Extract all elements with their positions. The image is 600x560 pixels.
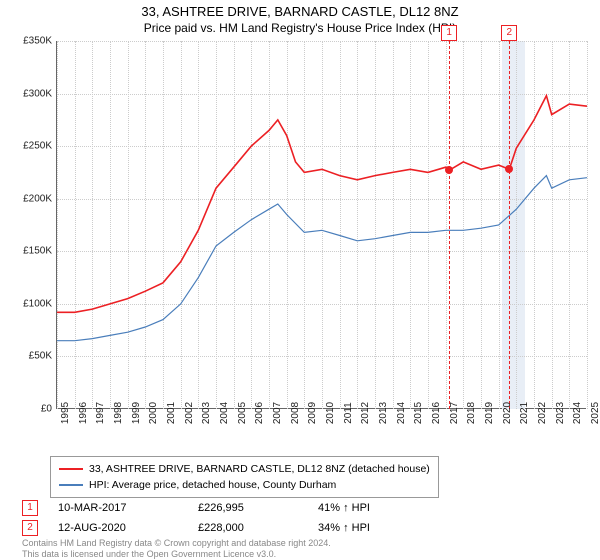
sale-price: £228,000	[198, 522, 318, 534]
xtick-label: 2014	[396, 402, 407, 424]
xtick-label: 2006	[254, 402, 265, 424]
price-chart: 12 £0£50K£100K£150K£200K£250K£300K£350K …	[10, 41, 590, 441]
ytick-label: £150K	[23, 246, 52, 257]
footer-line-2: This data is licensed under the Open Gov…	[22, 549, 331, 560]
xtick-label: 2018	[466, 402, 477, 424]
xtick-label: 1996	[78, 402, 89, 424]
xtick-label: 1997	[95, 402, 106, 424]
xtick-label: 2019	[484, 402, 495, 424]
series-line	[57, 176, 587, 341]
xtick-label: 2000	[148, 402, 159, 424]
marker-dot	[445, 166, 453, 174]
xtick-label: 1995	[60, 402, 71, 424]
plot-area: 12	[56, 41, 586, 409]
xtick-label: 2016	[431, 402, 442, 424]
footer-line-1: Contains HM Land Registry data © Crown c…	[22, 538, 331, 549]
xtick-label: 2008	[290, 402, 301, 424]
sale-delta: 34% ↑ HPI	[318, 522, 418, 534]
legend-item: 33, ASHTREE DRIVE, BARNARD CASTLE, DL12 …	[59, 461, 430, 477]
legend-label: HPI: Average price, detached house, Coun…	[89, 477, 336, 493]
ytick-label: £0	[41, 404, 52, 415]
xtick-label: 2007	[272, 402, 283, 424]
chart-legend: 33, ASHTREE DRIVE, BARNARD CASTLE, DL12 …	[50, 456, 439, 498]
xtick-label: 2022	[537, 402, 548, 424]
xtick-label: 2002	[184, 402, 195, 424]
marker-line	[509, 41, 510, 409]
xtick-label: 2023	[555, 402, 566, 424]
sales-table: 1 10-MAR-2017£226,99541% ↑ HPI 2 12-AUG-202…	[22, 498, 418, 538]
marker-label: 2	[501, 25, 517, 41]
chart-lines	[57, 41, 587, 409]
xtick-label: 2010	[325, 402, 336, 424]
xtick-label: 2017	[449, 402, 460, 424]
ytick-label: £300K	[23, 88, 52, 99]
ytick-label: £50K	[29, 351, 52, 362]
xtick-label: 2025	[590, 402, 600, 424]
sale-date: 10-MAR-2017	[58, 502, 198, 514]
legend-swatch	[59, 468, 83, 470]
series-line	[57, 96, 587, 313]
legend-swatch	[59, 484, 83, 486]
legend-label: 33, ASHTREE DRIVE, BARNARD CASTLE, DL12 …	[89, 461, 430, 477]
xtick-label: 2009	[307, 402, 318, 424]
sale-row: 2 12-AUG-2020£228,00034% ↑ HPI	[22, 518, 418, 538]
xtick-label: 2021	[519, 402, 530, 424]
xtick-label: 2011	[343, 402, 354, 424]
xtick-label: 2020	[502, 402, 513, 424]
sale-delta: 41% ↑ HPI	[318, 502, 418, 514]
sale-date: 12-AUG-2020	[58, 522, 198, 534]
xtick-label: 1999	[131, 402, 142, 424]
xtick-label: 2013	[378, 402, 389, 424]
sale-marker: 1	[22, 500, 38, 516]
xtick-label: 2001	[166, 402, 177, 424]
sale-price: £226,995	[198, 502, 318, 514]
xtick-label: 1998	[113, 402, 124, 424]
xtick-label: 2015	[413, 402, 424, 424]
marker-label: 1	[441, 25, 457, 41]
xtick-label: 2012	[360, 402, 371, 424]
gridline-v	[587, 41, 588, 409]
xtick-label: 2005	[237, 402, 248, 424]
xtick-label: 2003	[201, 402, 212, 424]
footer-attribution: Contains HM Land Registry data © Crown c…	[22, 538, 331, 560]
ytick-label: £250K	[23, 141, 52, 152]
marker-line	[449, 41, 450, 409]
marker-dot	[505, 165, 513, 173]
ytick-label: £100K	[23, 298, 52, 309]
sale-row: 1 10-MAR-2017£226,99541% ↑ HPI	[22, 498, 418, 518]
legend-item: HPI: Average price, detached house, Coun…	[59, 477, 430, 493]
ytick-label: £200K	[23, 193, 52, 204]
ytick-label: £350K	[23, 36, 52, 47]
sale-marker: 2	[22, 520, 38, 536]
page-title: 33, ASHTREE DRIVE, BARNARD CASTLE, DL12 …	[0, 0, 600, 19]
xtick-label: 2024	[572, 402, 583, 424]
xtick-label: 2004	[219, 402, 230, 424]
